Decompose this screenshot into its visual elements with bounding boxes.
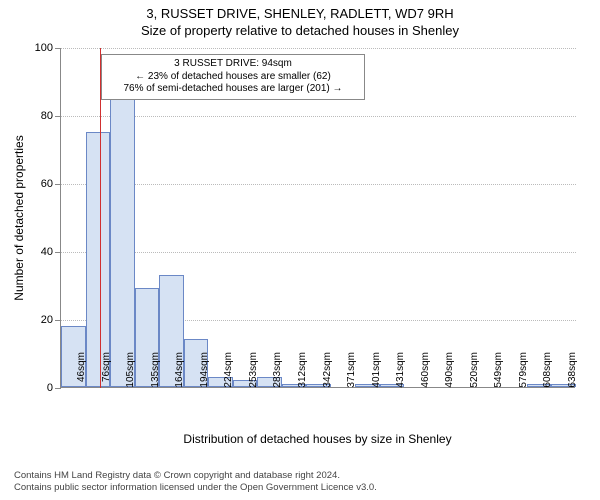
x-tick-label: 401sqm	[371, 352, 382, 392]
x-tick-label: 46sqm	[76, 352, 87, 392]
x-tick-label: 549sqm	[493, 352, 504, 392]
y-tick-label: 80	[41, 110, 53, 122]
x-tick-label: 638sqm	[567, 352, 578, 392]
x-tick-label: 105sqm	[125, 352, 136, 392]
chart-area: Number of detached properties 3 RUSSET D…	[60, 48, 575, 418]
y-tick	[55, 252, 61, 253]
title-address: 3, RUSSET DRIVE, SHENLEY, RADLETT, WD7 9…	[0, 0, 600, 21]
annotation-line-3: 76% of semi-detached houses are larger (…	[108, 83, 358, 96]
y-tick	[55, 184, 61, 185]
x-axis-label: Distribution of detached houses by size …	[60, 432, 575, 446]
y-tick-label: 100	[35, 42, 53, 54]
y-tick	[55, 320, 61, 321]
footer-line-1: Contains HM Land Registry data © Crown c…	[14, 470, 377, 482]
annotation-line-2: ← 23% of detached houses are smaller (62…	[108, 71, 358, 84]
x-tick-label: 224sqm	[223, 352, 234, 392]
x-tick-label: 312sqm	[297, 352, 308, 392]
footer-attribution: Contains HM Land Registry data © Crown c…	[14, 470, 377, 494]
annotation-line-1: 3 RUSSET DRIVE: 94sqm	[108, 58, 358, 71]
x-tick-label: 490sqm	[444, 352, 455, 392]
x-tick-label: 283sqm	[272, 352, 283, 392]
x-tick-label: 608sqm	[542, 352, 553, 392]
y-tick	[55, 48, 61, 49]
gridline	[61, 252, 576, 253]
x-tick-label: 253sqm	[248, 352, 259, 392]
footer-line-2: Contains public sector information licen…	[14, 482, 377, 494]
y-tick-label: 0	[47, 382, 53, 394]
x-tick-label: 164sqm	[174, 352, 185, 392]
x-tick-label: 194sqm	[199, 352, 210, 392]
annotation-box: 3 RUSSET DRIVE: 94sqm← 23% of detached h…	[101, 54, 365, 100]
y-tick-label: 40	[41, 246, 53, 258]
title-subtitle: Size of property relative to detached ho…	[0, 23, 600, 38]
x-tick-label: 431sqm	[395, 352, 406, 392]
x-tick-label: 520sqm	[469, 352, 480, 392]
y-tick-label: 20	[41, 314, 53, 326]
x-tick-label: 76sqm	[101, 352, 112, 392]
gridline	[61, 184, 576, 185]
y-tick-label: 60	[41, 178, 53, 190]
x-tick-label: 371sqm	[346, 352, 357, 392]
gridline	[61, 48, 576, 49]
x-tick-label: 579sqm	[518, 352, 529, 392]
histogram-bar	[86, 132, 111, 387]
plot-region: 3 RUSSET DRIVE: 94sqm← 23% of detached h…	[60, 48, 575, 388]
x-tick-label: 135sqm	[150, 352, 161, 392]
x-tick-label: 342sqm	[322, 352, 333, 392]
gridline	[61, 116, 576, 117]
y-tick	[55, 116, 61, 117]
y-tick	[55, 388, 61, 389]
x-tick-label: 460sqm	[420, 352, 431, 392]
y-axis-label: Number of detached properties	[12, 135, 26, 300]
histogram-bar	[110, 88, 135, 387]
